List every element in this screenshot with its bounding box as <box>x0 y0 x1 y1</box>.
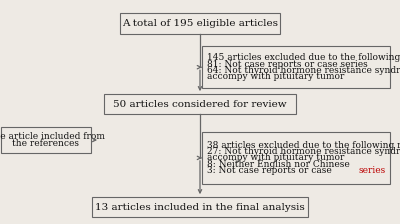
Bar <box>1 127 91 153</box>
Bar <box>202 132 390 184</box>
Text: 13 articles included in the final analysis: 13 articles included in the final analys… <box>95 203 305 212</box>
Text: 81: Not case reports or case series: 81: Not case reports or case series <box>207 60 368 69</box>
Text: 38 articles excluded due to the following reasons:: 38 articles excluded due to the followin… <box>207 141 400 150</box>
Text: One article included from: One article included from <box>0 132 105 141</box>
Bar <box>202 46 390 88</box>
Text: 64: Not thyroid hormone resistance syndrome: 64: Not thyroid hormone resistance syndr… <box>207 66 400 75</box>
Text: A total of 195 eligible articles: A total of 195 eligible articles <box>122 19 278 28</box>
Text: accompy with pituitary tumor: accompy with pituitary tumor <box>207 153 344 162</box>
Text: 27: Not thyroid hormone resistance syndrome: 27: Not thyroid hormone resistance syndr… <box>207 147 400 156</box>
Text: 145 articles excluded due to the following reasons:: 145 articles excluded due to the followi… <box>207 53 400 62</box>
Bar <box>120 13 280 34</box>
Text: accompy with pituitary tumor: accompy with pituitary tumor <box>207 72 344 81</box>
Bar <box>104 94 296 114</box>
Text: series: series <box>358 166 386 175</box>
Text: the references: the references <box>12 139 80 148</box>
Bar <box>92 197 308 217</box>
Text: 8: Neither English nor Chinese: 8: Neither English nor Chinese <box>207 160 350 169</box>
Text: 50 articles considered for review: 50 articles considered for review <box>113 100 287 109</box>
Text: 3: Not case reports or case: 3: Not case reports or case <box>207 166 334 175</box>
